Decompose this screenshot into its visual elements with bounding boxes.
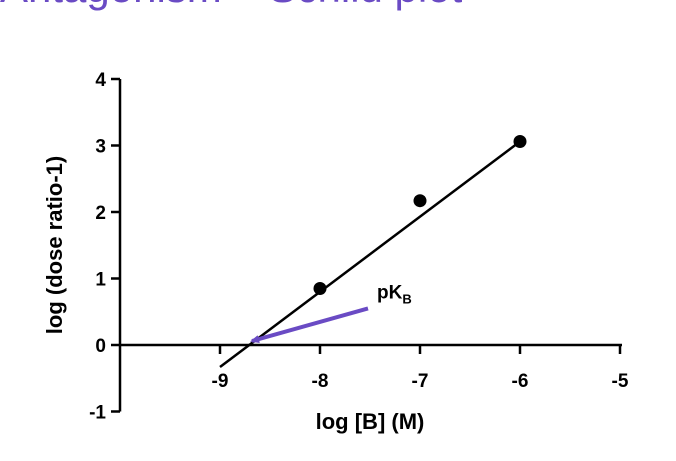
- x-axis: -9 -8 -7 -6 -5: [120, 343, 629, 392]
- y-axis-title: log (dose ratio-1): [42, 156, 67, 334]
- pkb-annotation: pKB: [250, 282, 412, 343]
- x-tick-label: -8: [312, 371, 329, 392]
- x-tick-label: -5: [612, 371, 629, 392]
- x-axis-title: log [B] (M): [316, 409, 425, 434]
- data-point: [413, 194, 427, 208]
- y-tick-label: -1: [89, 403, 106, 424]
- data-points: [313, 135, 527, 295]
- regression-line: [219, 140, 521, 368]
- fit-line: [219, 140, 521, 368]
- pkb-label-main: pK: [377, 282, 403, 303]
- data-point: [313, 281, 327, 295]
- y-tick-label: 2: [95, 203, 106, 224]
- y-axis: -1 0 1 2 3 4: [89, 70, 122, 424]
- y-tick-label: 0: [95, 336, 106, 357]
- pkb-label: pKB: [377, 282, 412, 306]
- y-tick-label: 4: [95, 70, 106, 91]
- x-tick-label: -9: [212, 371, 229, 392]
- pkb-arrow: [250, 306, 369, 343]
- pkb-label-sub: B: [402, 291, 411, 306]
- x-tick-label: -6: [512, 371, 529, 392]
- data-point: [513, 135, 527, 149]
- y-tick-label: 1: [95, 270, 106, 291]
- y-tick-label: 3: [95, 137, 106, 158]
- page-title: Antagonism – Schild plot: [0, 0, 676, 12]
- x-tick-label: -7: [412, 371, 429, 392]
